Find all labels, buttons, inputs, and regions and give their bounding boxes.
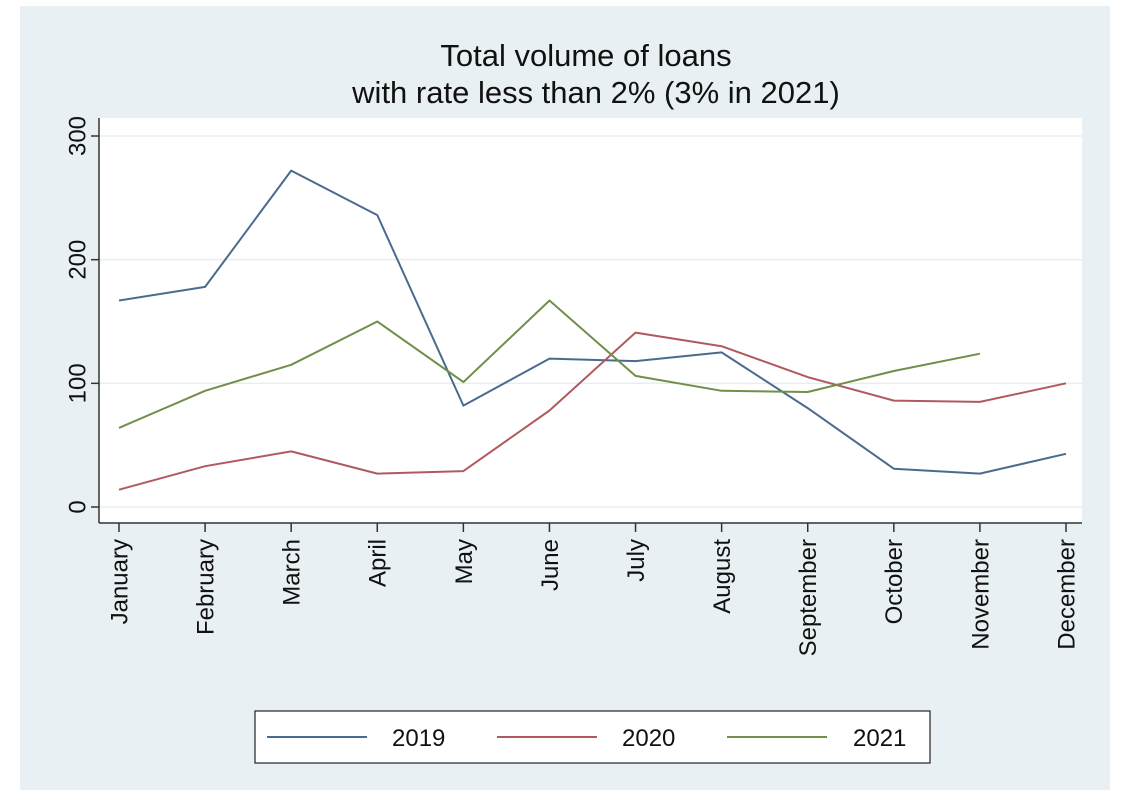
chart-title-line-2: with rate less than 2% (3% in 2021) (351, 75, 840, 110)
legend-label-2021: 2021 (853, 725, 906, 752)
legend: 2019 2020 2021 (255, 711, 930, 763)
y-tick-label-300: 300 (64, 116, 91, 156)
y-tick-label-200: 200 (64, 240, 91, 280)
y-tick-label-0: 0 (64, 500, 91, 513)
x-tick-label-april: April (365, 539, 392, 587)
legend-label-2019: 2019 (392, 725, 445, 752)
x-tick-label-november: November (967, 539, 994, 650)
legend-label-2020: 2020 (622, 725, 675, 752)
y-tick-label-100: 100 (64, 363, 91, 403)
x-tick-label-may: May (451, 539, 478, 584)
x-tick-label-july: July (623, 539, 650, 582)
chart-title-line-1: Total volume of loans (440, 38, 731, 73)
x-tick-label-june: June (537, 539, 564, 591)
plot-area (99, 118, 1082, 523)
x-tick-label-january: January (106, 539, 133, 624)
x-tick-label-december: December (1053, 539, 1080, 650)
x-tick-label-august: August (709, 539, 736, 614)
x-tick-label-february: February (192, 539, 219, 635)
x-tick-label-september: September (795, 539, 822, 656)
x-tick-label-march: March (279, 539, 306, 606)
x-tick-label-october: October (881, 539, 908, 624)
